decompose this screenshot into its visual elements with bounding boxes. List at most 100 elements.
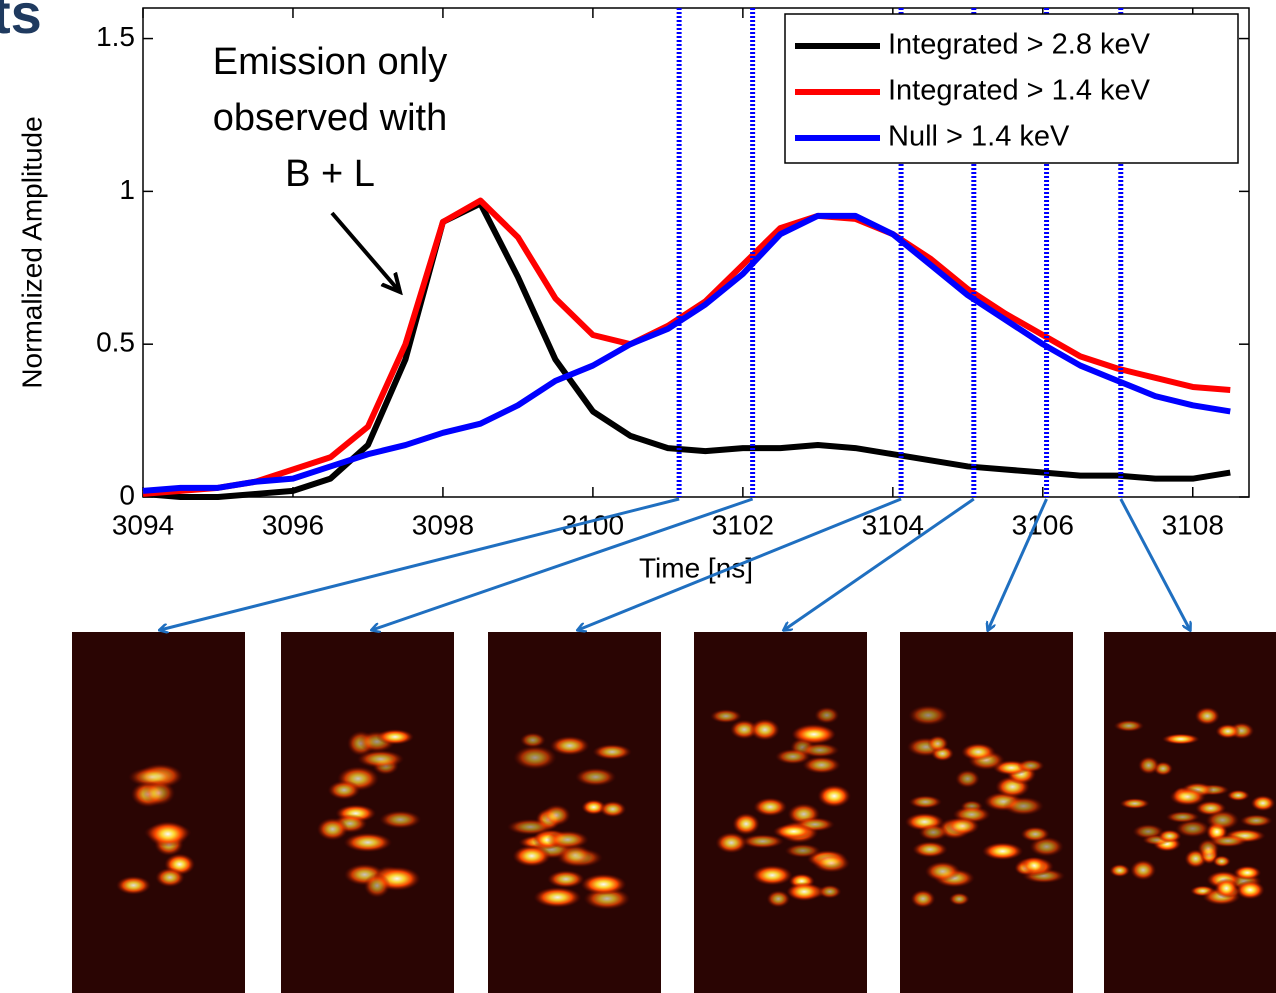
emission-spot: [376, 729, 414, 745]
emission-spot: [547, 870, 585, 889]
header-fragment: ts: [0, 0, 42, 45]
annotation: Emission only: [213, 41, 447, 83]
emission-spot: [1169, 787, 1206, 806]
emission-spot: [709, 709, 742, 724]
emission-spot: [910, 889, 936, 908]
emission-spot: [513, 745, 557, 770]
emission-spot: [1235, 880, 1265, 900]
emission-spot: [1215, 723, 1241, 739]
y-tick-label: 1: [119, 174, 135, 205]
emission-spot: [1212, 855, 1231, 868]
emission-spot: [549, 735, 590, 756]
panel-arrow: [160, 497, 680, 630]
image-panel: [72, 632, 245, 993]
emission-spot: [363, 873, 391, 898]
panel-arrow: [784, 497, 975, 630]
emission-spot: [580, 873, 627, 895]
image-panel: [488, 632, 661, 993]
emission-spot: [1226, 789, 1250, 802]
emission-spot: [343, 832, 393, 853]
y-tick-label: 0.5: [96, 327, 135, 358]
panel-arrow: [988, 498, 1048, 630]
emission-spot: [817, 784, 852, 808]
emission-spot: [955, 769, 980, 788]
panel-arrow: [372, 497, 754, 630]
x-tick-label: 3098: [412, 509, 474, 540]
panel-arrow: [578, 497, 902, 630]
emission-spot: [519, 732, 546, 748]
emission-spot: [546, 830, 589, 849]
emission-spot: [802, 756, 841, 774]
emission-spot: [327, 780, 361, 800]
emission-spot: [784, 843, 821, 858]
plot-area: [142, 7, 1250, 498]
annotation: B + L: [285, 153, 375, 195]
emission-spot: [1250, 795, 1276, 812]
emission-spot: [357, 750, 405, 769]
panel-arrow: [1119, 498, 1190, 630]
x-tick-label: 3108: [1162, 509, 1224, 540]
y-tick-label: 1.5: [96, 21, 135, 52]
emission-spot: [1239, 814, 1273, 828]
emission-spot: [751, 865, 793, 886]
emission-spot: [1233, 865, 1262, 880]
emission-spot: [155, 867, 185, 888]
emission-spot: [1020, 826, 1050, 842]
emission-spot: [918, 824, 949, 841]
emission-spot: [533, 886, 582, 908]
emission-spot: [1119, 798, 1150, 809]
emission-spot: [800, 742, 840, 758]
emission-spot: [908, 704, 949, 726]
image-panels: [72, 632, 1276, 993]
emission-spot: [1208, 834, 1248, 848]
emission-spot: [732, 812, 760, 836]
emission-spot: [1130, 859, 1157, 881]
x-tick-label: 3104: [862, 509, 924, 540]
legend-label: Null > 1.4 keV: [888, 121, 1070, 153]
y-tick-label: 0: [119, 479, 135, 510]
emission-spot: [558, 844, 592, 867]
emission-spot: [791, 725, 837, 744]
emission-spot: [908, 795, 943, 809]
y-axis-label: Normalized Amplitude: [16, 116, 47, 388]
emission-spot: [749, 718, 780, 741]
emission-spot: [574, 767, 617, 787]
emission-spot: [766, 890, 791, 908]
emission-spot: [142, 780, 176, 806]
emission-spot: [927, 735, 949, 753]
emission-spot: [379, 810, 422, 829]
emission-spot: [1194, 706, 1220, 726]
emission-spot: [772, 823, 815, 840]
emission-spot: [1017, 759, 1045, 773]
emission-spot: [715, 832, 748, 854]
emission-spot: [1175, 819, 1211, 838]
emission-spot: [961, 743, 996, 761]
x-tick-label: 3096: [262, 509, 324, 540]
emission-spot: [741, 834, 785, 849]
emission-spot: [818, 884, 842, 899]
emission-spot: [753, 797, 788, 817]
emission-spot: [599, 800, 627, 818]
emission-spot: [1113, 719, 1145, 732]
emission-spot: [1205, 810, 1240, 830]
emission-spot: [592, 744, 632, 760]
emission-spot: [945, 816, 980, 836]
emission-spot: [541, 804, 571, 827]
emission-spot: [1157, 829, 1182, 843]
legend-label: Integrated > 1.4 keV: [888, 75, 1151, 107]
emission-spot: [924, 861, 961, 882]
emission-spot: [146, 821, 189, 848]
x-tick-label: 3106: [1012, 509, 1074, 540]
x-tick-label: 3094: [112, 509, 174, 540]
emission-spot: [1109, 863, 1131, 878]
annotation: observed with: [213, 97, 447, 139]
emission-spot: [948, 892, 970, 906]
emission-spot: [786, 882, 822, 902]
emission-spot: [1161, 733, 1200, 745]
series-line: [142, 212, 1231, 494]
emission-spot: [507, 818, 554, 836]
emission-spot: [316, 817, 349, 841]
emission-spot: [1003, 796, 1044, 816]
series-line: [142, 200, 1231, 500]
